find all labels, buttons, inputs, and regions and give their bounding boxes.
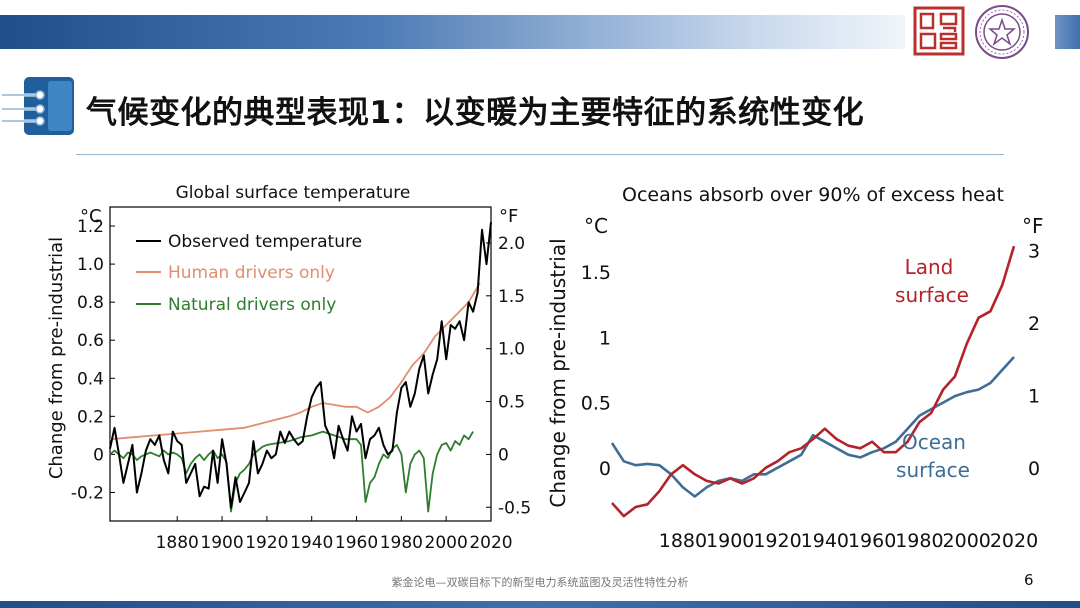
y-tick-label-left: 1 <box>599 327 611 349</box>
x-tick-label: 1940 <box>801 530 849 552</box>
y-tick-label-left: -0.2 <box>71 483 104 503</box>
series-line-human-drivers-only <box>109 282 481 441</box>
header-bar <box>0 15 1080 49</box>
y-axis-label: Change from pre-industrial <box>46 237 67 479</box>
y-axis-label: Change from pre-industrial <box>546 238 570 507</box>
x-tick-label: 2020 <box>469 533 512 553</box>
x-tick-label: 1960 <box>848 530 896 552</box>
y-tick-label-right: 0.5 <box>498 393 525 413</box>
y-unit-left: °C <box>584 214 608 238</box>
x-tick-label: 1920 <box>753 530 801 552</box>
legend-label-observed: Observed temperature <box>168 232 362 252</box>
ocean-surface-label-line1: Ocean <box>902 430 966 454</box>
footer-bar <box>0 601 1080 608</box>
ocean-surface-label-line2: surface <box>896 458 970 482</box>
x-tick-label: 1920 <box>245 533 288 553</box>
land-surface-label-line1: Land <box>905 255 954 279</box>
y-tick-label-right: 1.5 <box>498 287 525 307</box>
y-tick-label-right: 1 <box>1028 385 1040 407</box>
page-title: 气候变化的典型表现1：以变暖为主要特征的系统性变化 <box>86 95 865 131</box>
y-tick-label-left: 0 <box>93 445 104 465</box>
y-tick-label-right: -0.5 <box>498 498 531 518</box>
legend-label-natural: Natural drivers only <box>168 295 336 315</box>
x-tick-label: 1940 <box>290 533 333 553</box>
x-tick-label: 2000 <box>425 533 468 553</box>
y-tick-label-left: 0.2 <box>77 407 104 427</box>
x-tick-label: 1980 <box>895 530 943 552</box>
series-line-land-surface <box>611 245 1016 518</box>
y-tick-label-right: 2 <box>1028 313 1040 335</box>
series-line-natural-drivers-only <box>109 430 474 513</box>
title-arrows-icon <box>2 77 74 135</box>
y-unit-right: °F <box>499 206 518 227</box>
y-tick-label-left: 1.5 <box>581 262 611 284</box>
x-tick-label: 1960 <box>335 533 378 553</box>
series-line-ocean-surface <box>610 356 1015 498</box>
legend: Observed temperature Human drivers only … <box>136 232 362 315</box>
x-tick-label: 1900 <box>706 530 754 552</box>
logo-area <box>905 0 1055 60</box>
y-tick-label-left: 0.5 <box>581 393 611 415</box>
y-unit-left: °C <box>80 206 102 227</box>
y-tick-label-left: 1.0 <box>77 255 104 275</box>
y-tick-label-right: 0 <box>498 445 509 465</box>
series-line-observed-temperature <box>109 222 492 509</box>
chart-title: Global surface temperature <box>176 183 411 203</box>
x-tick-label: 1980 <box>380 533 423 553</box>
x-tick-label: 2020 <box>990 530 1038 552</box>
y-tick-label-left: 0.4 <box>77 369 104 389</box>
y-tick-label-right: 2.0 <box>498 234 525 254</box>
x-tick-label: 2000 <box>943 530 991 552</box>
x-tick-label: 1880 <box>156 533 199 553</box>
chart-title: Oceans absorb over 90% of excess heat <box>622 184 1004 206</box>
y-tick-label-left: 1.2 <box>77 217 104 237</box>
plot-frame <box>109 206 492 522</box>
y-tick-label-right: 1.0 <box>498 340 525 360</box>
y-tick-label-right: 0 <box>1028 458 1040 480</box>
legend-label-human: Human drivers only <box>168 263 335 283</box>
x-tick-label: 1880 <box>659 530 707 552</box>
y-tick-label-right: 3 <box>1028 240 1040 262</box>
y-tick-label-left: 0 <box>599 458 611 480</box>
university-seal-icon <box>913 6 965 56</box>
land-surface-label-line2: surface <box>895 283 969 307</box>
y-unit-right: °F <box>1022 214 1044 238</box>
y-tick-label-left: 0.6 <box>77 331 104 351</box>
page-number: 6 <box>1024 571 1034 589</box>
y-tick-label-left: 0.8 <box>77 293 104 313</box>
x-tick-label: 1900 <box>200 533 243 553</box>
title-divider <box>76 154 1004 155</box>
footer-text: 紫金论电—双碳目标下的新型电力系统蓝图及灵活性特性分析 <box>391 576 689 589</box>
university-emblem-icon <box>975 5 1029 59</box>
